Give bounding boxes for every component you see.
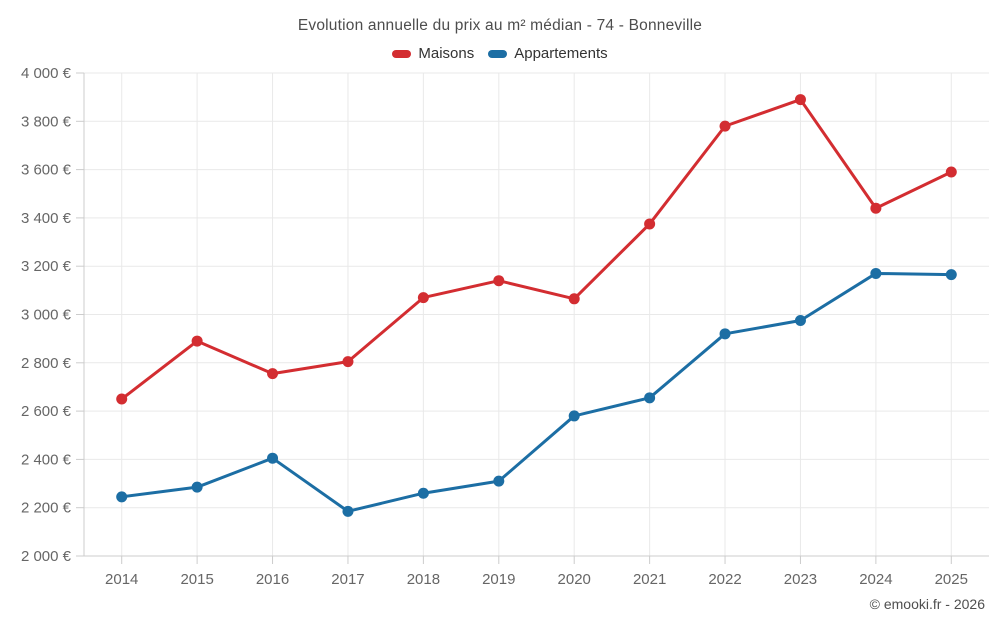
series-line-maisons: [120, 98, 953, 401]
data-point-maisons-2019[interactable]: [493, 275, 505, 287]
data-point-appartements-2016[interactable]: [267, 452, 279, 464]
legend-item-maisons[interactable]: Maisons: [392, 45, 474, 62]
x-tick-label: 2014: [105, 571, 138, 588]
y-tick-label: 4 000 €: [21, 65, 72, 82]
chart-legend: Maisons Appartements: [0, 45, 1000, 62]
x-tick-label: 2023: [784, 571, 817, 588]
data-point-maisons-2018[interactable]: [417, 292, 429, 304]
y-tick-label: 3 800 €: [21, 113, 72, 130]
data-point-appartements-2024[interactable]: [870, 267, 882, 279]
y-tick-label: 3 000 €: [21, 307, 72, 324]
data-point-appartements-2018[interactable]: [417, 487, 429, 499]
data-point-maisons-2014[interactable]: [116, 393, 128, 405]
data-point-maisons-2025[interactable]: [945, 166, 957, 178]
data-point-maisons-2017[interactable]: [342, 356, 354, 368]
x-tick-label: 2017: [331, 571, 364, 588]
grid: 2 000 € 2 200 € 2 400 € 2 600 € 2 800 € 3 000…: [21, 65, 989, 588]
data-point-appartements-2017[interactable]: [342, 505, 354, 517]
data-point-appartements-2020[interactable]: [568, 410, 580, 422]
data-point-maisons-2015[interactable]: [191, 335, 203, 347]
data-point-maisons-2016[interactable]: [267, 368, 279, 380]
legend-label-maisons: Maisons: [418, 45, 475, 62]
data-point-appartements-2019[interactable]: [493, 475, 505, 487]
series-appartements: [116, 267, 957, 517]
x-tick-label: 2016: [256, 571, 289, 588]
data-point-maisons-2021[interactable]: [644, 218, 656, 230]
y-tick-label: 3 600 €: [21, 162, 72, 179]
y-tick-label: 3 400 €: [21, 210, 72, 227]
data-point-appartements-2015[interactable]: [191, 481, 203, 493]
x-tick-label: 2022: [708, 571, 741, 588]
data-point-maisons-2020[interactable]: [568, 293, 580, 305]
y-tick-label: 2 400 €: [21, 451, 72, 468]
legend-label-appartements: Appartements: [514, 45, 608, 62]
x-tick-label: 2018: [407, 571, 440, 588]
x-tick-label: 2021: [633, 571, 666, 588]
y-tick-label: 2 000 €: [21, 548, 72, 565]
y-tick-label: 3 200 €: [21, 258, 72, 275]
series-line-appartements: [120, 271, 953, 513]
y-tick-label: 2 200 €: [21, 500, 72, 517]
x-tick-label: 2020: [558, 571, 591, 588]
data-point-appartements-2021[interactable]: [644, 392, 656, 404]
x-tick-label: 2024: [859, 571, 892, 588]
data-point-appartements-2023[interactable]: [794, 315, 806, 327]
data-point-maisons-2022[interactable]: [719, 120, 731, 132]
x-tick-label: 2019: [482, 571, 515, 588]
y-tick-label: 2 800 €: [21, 355, 72, 372]
legend-item-appartements[interactable]: Appartements: [488, 45, 608, 62]
series-maisons: [116, 94, 957, 405]
data-point-appartements-2025[interactable]: [945, 269, 957, 281]
data-point-maisons-2023[interactable]: [794, 94, 806, 106]
data-point-maisons-2024[interactable]: [870, 202, 882, 214]
y-tick-label: 2 600 €: [21, 403, 72, 420]
maisons-swatch-icon: [392, 49, 412, 58]
footer-credit: © emooki.fr - 2026: [869, 596, 985, 612]
chart-title: Evolution annuelle du prix au m² médian …: [297, 17, 703, 34]
appartements-swatch-icon: [488, 49, 508, 58]
x-tick-label: 2015: [180, 571, 213, 588]
x-tick-label: 2025: [935, 571, 968, 588]
data-point-appartements-2022[interactable]: [719, 328, 731, 340]
data-point-appartements-2014[interactable]: [116, 491, 128, 503]
